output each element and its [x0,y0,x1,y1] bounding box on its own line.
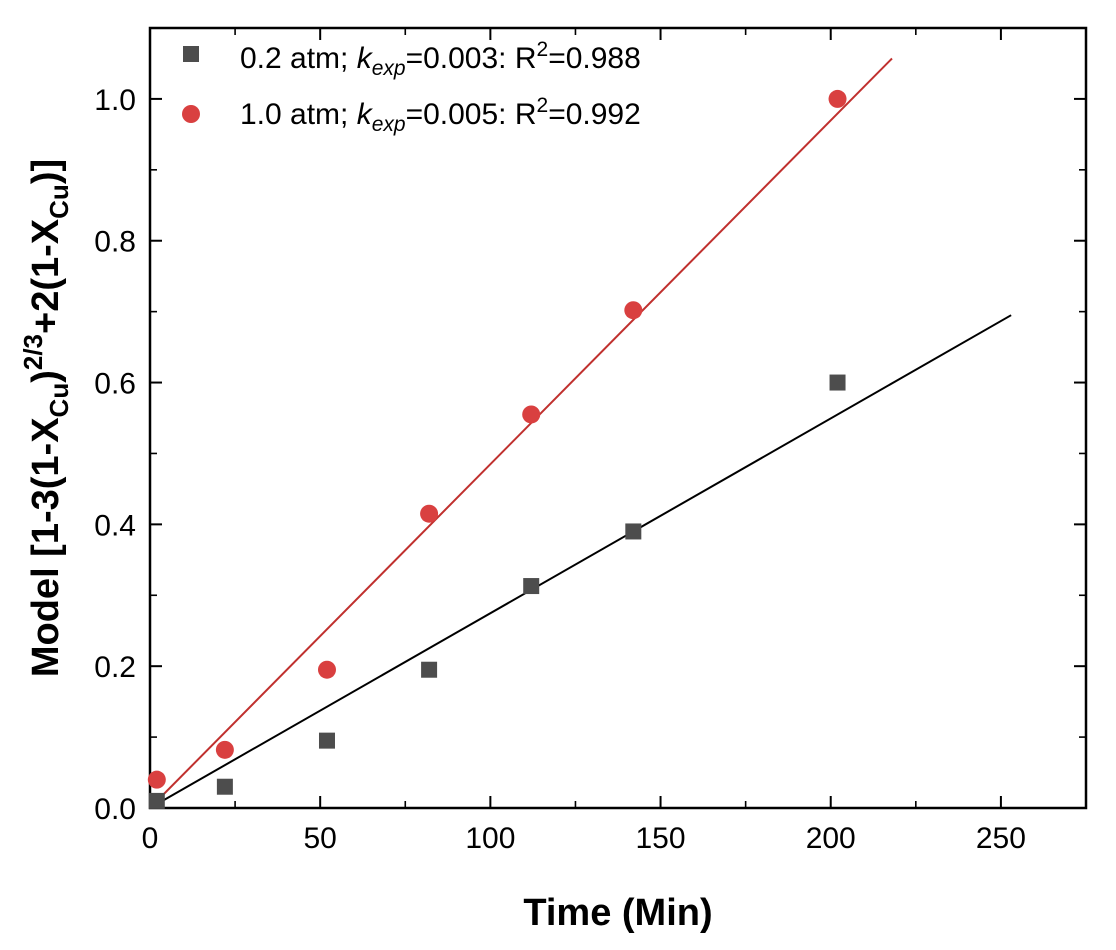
y-tick-label: 0.4 [94,509,136,542]
x-axis-title: Time (Min) [523,892,712,934]
x-tick-label: 100 [465,822,515,855]
y-axis-title-sup: 2/3 [18,334,48,370]
legend-0-prefix: 0.2 atm; [240,42,357,75]
y-tick-label: 0.8 [94,226,136,259]
x-tick-label: 50 [303,822,336,855]
y-axis-title-mid2: +2(1-X [25,218,67,334]
y-tick-label: 0.2 [94,651,136,684]
y-axis-title: Model [1-3(1-XCu)2/3+2(1-XCu)] [18,159,74,677]
y-axis-title-sub1: Cu [44,383,74,418]
legend-1-k-value: =0.005: R [406,98,537,131]
y-axis-title-sub2: Cu [44,184,74,219]
legend-1-k: k [357,98,374,131]
legend-0-k-value: =0.003: R [406,42,537,75]
y-axis-title-suffix: )] [25,159,67,184]
legend-1-r-sup: 2 [537,94,549,117]
plot-frame [148,26,1088,810]
data-point-square [216,778,233,795]
x-tick-label: 200 [806,822,856,855]
ticks: 0 50 100 150 200 250 0.0 0.2 0.4 0.6 0.8 1.0 [94,28,1086,855]
points [147,89,847,809]
data-point-circle [828,89,847,108]
legend-0-k: k [357,42,374,75]
fit-line-1.0atm [149,57,893,809]
data-point-square [829,374,846,391]
y-axis-title-prefix: Model [1-3(1-X [25,417,67,677]
legend: 0.2 atm; kexp=0.003: R2=0.988 1.0 atm; k… [182,38,641,136]
x-tick-label: 150 [636,822,686,855]
y-tick-label: 0.6 [94,368,136,401]
legend-0-r-value: =0.988 [548,42,641,75]
data-point-circle [147,770,166,789]
data-point-circle [215,740,234,759]
legend-marker-square [183,46,199,62]
legend-0-r-sup: 2 [537,38,549,61]
data-point-square [148,792,165,809]
y-tick-label: 0.0 [94,793,136,826]
data-point-circle [624,301,643,320]
y-tick-label: 1.0 [94,84,136,117]
legend-marker-circle [182,105,200,123]
legend-1-k-sub: exp [372,113,406,136]
data-point-square [523,578,540,595]
legend-label-0.2atm: 0.2 atm; kexp=0.003: R2=0.988 [240,38,641,80]
y-axis-title-mid: ) [25,370,67,383]
legend-label-1.0atm: 1.0 atm; kexp=0.005: R2=0.992 [240,94,641,136]
data-point-square [625,523,642,540]
legend-1-prefix: 1.0 atm; [240,98,357,131]
fit-lines [149,57,1012,809]
x-tick-label: 250 [976,822,1026,855]
data-point-square [318,732,335,749]
legend-0-k-sub: exp [372,57,406,80]
data-point-circle [420,504,439,523]
data-point-circle [317,660,336,679]
fit-line-0.2atm [149,314,1012,809]
data-point-circle [522,405,541,424]
x-tick-label: 0 [142,822,159,855]
legend-1-r-value: =0.992 [548,98,641,131]
data-point-square [421,661,438,678]
